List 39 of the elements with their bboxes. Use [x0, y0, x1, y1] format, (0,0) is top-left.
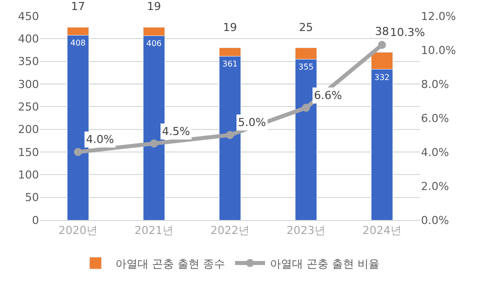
x-tick-label: 2023년 [286, 224, 326, 238]
data-label: 38 [375, 25, 389, 38]
x-tick-label: 2024년 [362, 224, 402, 238]
data-label: 25 [299, 21, 313, 34]
data-label: 19 [223, 21, 237, 34]
y-tick-label: 0 [32, 214, 39, 227]
y2-tick-label: 6.0% [421, 112, 449, 125]
point [150, 140, 158, 148]
legend-label: 아열대 곤충 출현 종수 [116, 257, 225, 270]
data-label: 10.3% [390, 26, 425, 39]
data-label: 5.0% [238, 116, 266, 129]
data-label: 6.6% [314, 89, 342, 102]
y-tick-label: 50 [25, 191, 39, 204]
y2-tick-label: 0.0% [421, 214, 449, 227]
point [226, 131, 234, 139]
data-label: 4.5% [162, 125, 190, 138]
y2-tick-label: 2.0% [421, 180, 449, 193]
data-label: 17 [71, 0, 85, 13]
legend-label: 아열대 곤충 출현 비율 [270, 257, 380, 270]
y2-tick-label: 4.0% [421, 146, 449, 159]
x-tick-label: 2021년 [134, 224, 174, 238]
point [74, 148, 82, 156]
data-label: 19 [147, 0, 161, 13]
y-tick-label: 400 [18, 32, 39, 46]
y-tick-label: 200 [18, 123, 39, 136]
y-tick-label: 450 [18, 10, 39, 23]
data-label: 4.0% [86, 133, 114, 146]
y-tick-label: 350 [18, 55, 39, 68]
y-tick-label: 250 [18, 100, 39, 114]
y2-tick-label: 10.0% [421, 44, 456, 57]
x-tick-label: 2020년 [58, 224, 98, 238]
point [378, 40, 386, 49]
y2-tick-label: 12.0% [421, 10, 456, 23]
point [302, 104, 310, 112]
y2-tick-label: 8.0% [421, 78, 449, 91]
y-tick-label: 150 [18, 146, 39, 159]
y-tick-label: 300 [18, 78, 39, 91]
x-tick-label: 2022년 [210, 224, 250, 238]
y-tick-label: 100 [18, 168, 39, 182]
